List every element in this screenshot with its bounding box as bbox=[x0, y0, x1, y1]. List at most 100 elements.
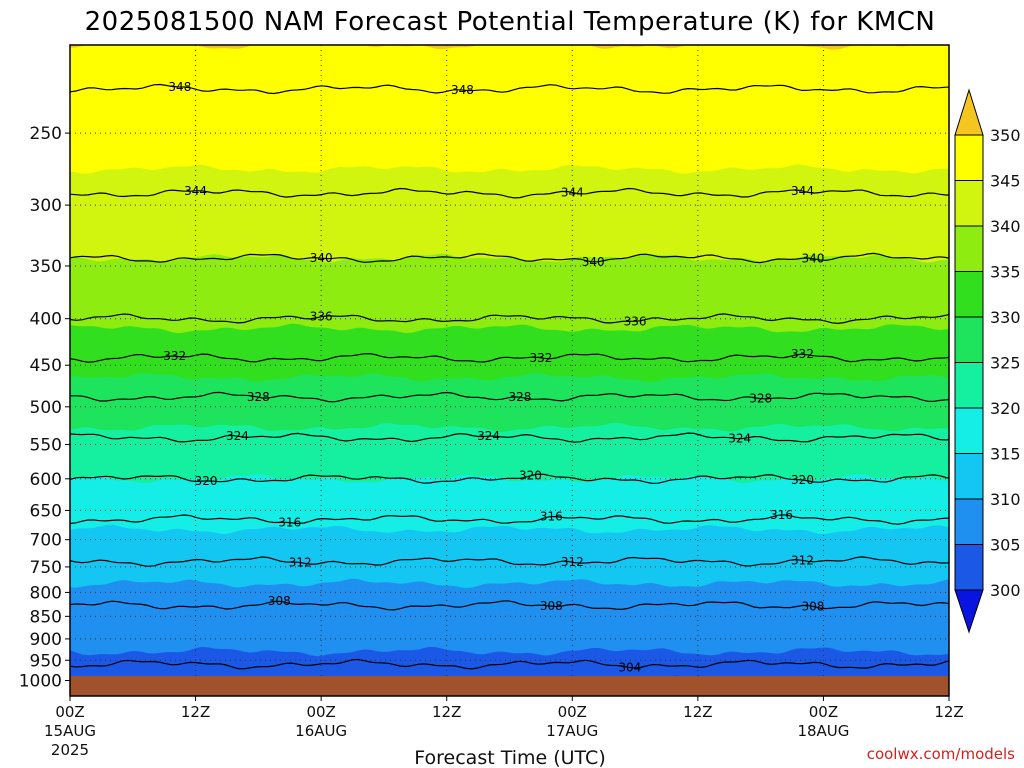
colorbar-band bbox=[954, 407, 984, 454]
x-axis-label: Forecast Time (UTC) bbox=[414, 747, 605, 768]
contour-label: 344 bbox=[184, 184, 207, 198]
contour-label: 308 bbox=[540, 599, 563, 613]
y-axis: 250 300 350 400 450 500 550 600 650 700 750 800 850 9… bbox=[19, 124, 70, 692]
x-tick-label: 00Z bbox=[558, 703, 587, 721]
contour-label: 316 bbox=[770, 508, 793, 522]
colorbar-extend-top bbox=[954, 88, 984, 136]
colorbar-label: 325 bbox=[990, 354, 1021, 373]
contour-label: 340 bbox=[310, 251, 333, 265]
contour-336 bbox=[70, 313, 949, 325]
colorbar-label: 340 bbox=[990, 217, 1021, 236]
colorbar-band bbox=[954, 498, 984, 545]
contour-316 bbox=[70, 514, 949, 525]
contour-label: 320 bbox=[195, 474, 218, 488]
y-tick-label: 300 bbox=[30, 196, 62, 216]
plot-area: 348 348 344 344 344 340 340 340 336 336 332 332 332 3… bbox=[70, 45, 949, 696]
y-tick-label: 650 bbox=[30, 501, 62, 521]
contour-label: 344 bbox=[561, 185, 584, 199]
contour-308 bbox=[70, 600, 949, 611]
contour-label: 312 bbox=[289, 556, 312, 570]
contour-label: 312 bbox=[791, 553, 814, 567]
colorbar-extend-bottom bbox=[954, 589, 984, 634]
x-tick-date: 16AUG bbox=[295, 722, 347, 740]
contour-label: 320 bbox=[791, 473, 814, 487]
x-tick-date: 17AUG bbox=[546, 722, 598, 740]
y-tick-label: 250 bbox=[30, 124, 62, 144]
contour-340 bbox=[70, 252, 949, 264]
x-tick-year: 2025 bbox=[51, 741, 89, 759]
colorbar-band bbox=[954, 544, 984, 591]
y-tick-label: 900 bbox=[30, 630, 62, 650]
colorbar-band bbox=[954, 271, 984, 318]
contour-label: 336 bbox=[624, 314, 647, 328]
contour-label: 332 bbox=[791, 347, 814, 361]
colorbar-label: 310 bbox=[990, 490, 1021, 509]
x-tick-label: 12Z bbox=[181, 703, 210, 721]
colorbar-band bbox=[954, 316, 984, 363]
contour-label: 308 bbox=[802, 599, 825, 613]
colorbar-label: 305 bbox=[990, 536, 1021, 555]
colorbar-band bbox=[954, 362, 984, 409]
colorbar-band bbox=[954, 453, 984, 500]
contour-label: 328 bbox=[749, 392, 772, 406]
fill-layer bbox=[70, 45, 949, 696]
contour-304 bbox=[70, 658, 949, 670]
contour-label: 316 bbox=[540, 509, 563, 523]
contour-label: 324 bbox=[728, 432, 751, 446]
contour-label: 328 bbox=[509, 390, 532, 404]
contour-label: 340 bbox=[582, 255, 605, 269]
contour-label: 304 bbox=[618, 661, 641, 675]
colorbar-label: 330 bbox=[990, 308, 1021, 327]
contour-320 bbox=[70, 473, 949, 485]
y-tick-label: 800 bbox=[30, 583, 62, 603]
colorbar-label: 300 bbox=[990, 581, 1021, 600]
y-tick-label: 500 bbox=[30, 398, 62, 418]
colorbar-label: 345 bbox=[990, 172, 1021, 191]
contour-label: 328 bbox=[247, 390, 270, 404]
colorbar-band bbox=[954, 225, 984, 272]
y-tick-label: 1000 bbox=[19, 672, 62, 692]
x-tick-label: 00Z bbox=[55, 703, 84, 721]
x-tick-label: 12Z bbox=[683, 703, 712, 721]
contour-label: 324 bbox=[477, 429, 500, 443]
contour-label: 332 bbox=[163, 349, 186, 363]
contour-348 bbox=[70, 83, 949, 95]
contour-label: 340 bbox=[802, 252, 825, 266]
x-tick-date: 18AUG bbox=[797, 722, 849, 740]
contour-label: 316 bbox=[278, 516, 301, 530]
contour-label: 344 bbox=[791, 184, 814, 198]
plot-frame bbox=[69, 44, 950, 697]
y-tick-label: 950 bbox=[30, 651, 62, 671]
ground-below-surface bbox=[70, 676, 949, 696]
colorbar-label: 315 bbox=[990, 445, 1021, 464]
x-tick-label: 00Z bbox=[809, 703, 838, 721]
chart-title: 2025081500 NAM Forecast Potential Temper… bbox=[85, 7, 936, 37]
contour-label: 332 bbox=[529, 351, 552, 365]
contour-label-layer: 348 348 344 344 344 340 340 340 336 336 332 332 332 3… bbox=[163, 80, 825, 675]
y-tick-label: 450 bbox=[30, 356, 62, 376]
contour-312 bbox=[70, 556, 949, 567]
colorbar-label: 350 bbox=[990, 126, 1021, 145]
colorbar: 300 305 310 315 320 325 330 335 340 345 350 bbox=[954, 88, 1021, 634]
x-tick-label: 12Z bbox=[432, 703, 461, 721]
y-tick-label: 850 bbox=[30, 607, 62, 627]
y-tick-label: 550 bbox=[30, 435, 62, 455]
y-tick-label: 600 bbox=[30, 470, 62, 490]
y-tick-label: 350 bbox=[30, 257, 62, 277]
y-tick-label: 750 bbox=[30, 558, 62, 578]
colorbar-label: 335 bbox=[990, 263, 1021, 282]
source-credit: coolwx.com/models bbox=[867, 745, 1015, 763]
colorbar-band bbox=[954, 180, 984, 227]
y-tick-label: 400 bbox=[30, 310, 62, 330]
x-tick-date: 15AUG bbox=[44, 722, 96, 740]
contour-label: 308 bbox=[268, 594, 291, 608]
colorbar-label: 320 bbox=[990, 399, 1021, 418]
contour-label: 312 bbox=[561, 555, 584, 569]
contour-344 bbox=[70, 187, 949, 199]
x-tick-label: 00Z bbox=[306, 703, 335, 721]
y-tick-label: 700 bbox=[30, 531, 62, 551]
x-tick-label: 12Z bbox=[934, 703, 963, 721]
contour-label: 320 bbox=[519, 469, 542, 483]
